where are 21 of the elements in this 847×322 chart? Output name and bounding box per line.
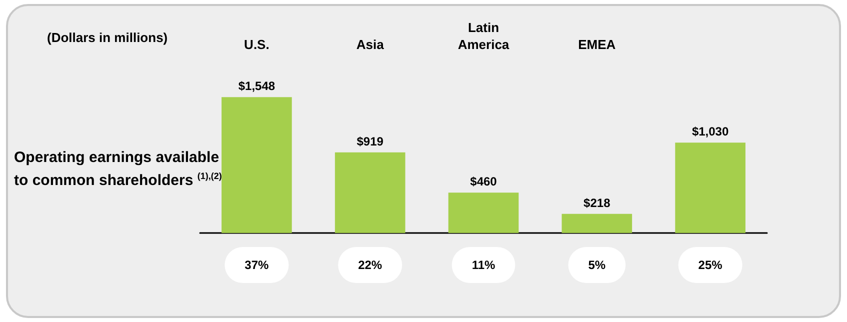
bar <box>448 192 519 233</box>
chart-subtitle: (Dollars in millions) <box>47 30 168 45</box>
x-tick-label: Asia <box>356 37 385 52</box>
x-tick-label: EMEA <box>578 37 616 52</box>
text: 11% <box>472 258 496 272</box>
bar <box>222 97 292 233</box>
text: 37% <box>244 258 270 272</box>
bar <box>562 214 632 233</box>
text: 25% <box>698 258 723 272</box>
bar <box>334 152 406 233</box>
text: 22% <box>358 258 382 272</box>
data-label: $218 <box>584 196 611 210</box>
data-label: $919 <box>356 134 384 148</box>
data-label: $1,030 <box>692 124 729 139</box>
y-axis-title: Operating earnings available to common shareholders $^{(1),(2)}$ <box>14 148 223 190</box>
text: 5% <box>588 258 606 272</box>
x-tick-label: Latin America <box>458 20 510 52</box>
data-label: $1,548 <box>238 79 276 94</box>
x-tick-label: U.S. <box>244 37 270 52</box>
bar <box>675 142 746 233</box>
data-label: $460 <box>470 174 498 189</box>
